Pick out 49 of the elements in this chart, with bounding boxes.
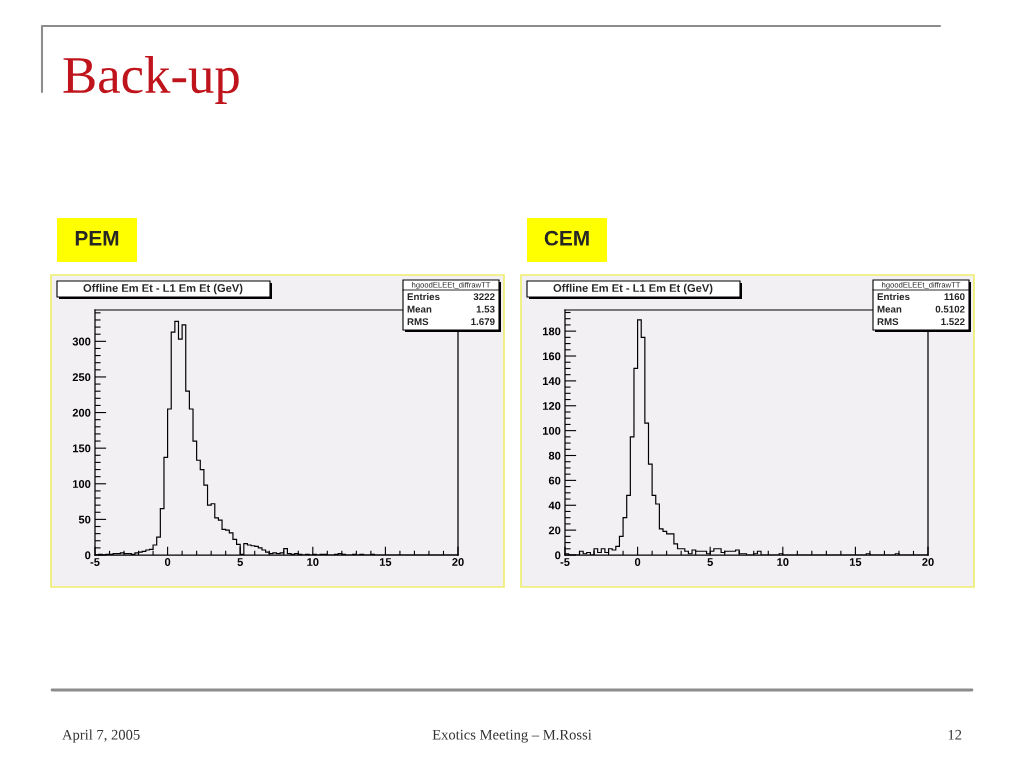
x-tick-label: 0 [164, 558, 171, 566]
x-tick-label: 5 [707, 558, 713, 566]
x-tick-label: 10 [777, 558, 789, 566]
x-tick-label: 5 [237, 558, 243, 566]
chart-subtitle: CEM [544, 230, 589, 246]
x-tick-label: 20 [922, 558, 934, 566]
chart-title: Offline Em Et - L1 Em Et (GeV) [553, 283, 713, 295]
chart-subtitle: PEM [75, 231, 119, 246]
x-tick-label: 20 [452, 558, 464, 566]
text: 1160 [944, 293, 965, 301]
x-tick-label: -5 [90, 558, 100, 566]
y-tick-label: 100 [73, 480, 91, 488]
y-tick-label: 140 [543, 377, 561, 386]
x-tick-label: 10 [307, 558, 319, 566]
text: 0.5102 [935, 305, 965, 313]
y-tick-label: 40 [548, 501, 561, 510]
text: Exotics Meeting – M.Rossi [432, 729, 592, 743]
text: 1.53 [476, 305, 495, 313]
y-tick-label: 300 [72, 337, 91, 346]
y-tick-label: 60 [548, 476, 561, 485]
y-tick-label: 80 [548, 451, 561, 460]
text: 3222 [473, 293, 495, 301]
annotation: RMS [407, 318, 429, 326]
text: 1.679 [471, 318, 495, 326]
x-tick-label: 15 [379, 558, 392, 566]
annotation: RMS [877, 318, 899, 326]
text: April 7, 2005 [62, 729, 140, 743]
x-tick-label: 0 [634, 558, 641, 566]
text: 12 [948, 729, 962, 740]
y-tick-label: 250 [72, 373, 91, 382]
y-tick-label: 160 [543, 352, 561, 361]
y-tick-label: 0 [85, 551, 91, 560]
chart-title: Offline Em Et - L1 Em Et (GeV) [83, 283, 243, 295]
x-tick-label: 15 [849, 558, 862, 566]
y-tick-label: 150 [73, 444, 91, 453]
text: Entries [407, 292, 440, 301]
text: Back-up [63, 56, 239, 104]
annotation: Mean [877, 305, 902, 313]
y-tick-label: 0 [555, 551, 561, 560]
y-tick-label: 180 [543, 327, 561, 336]
annotation: Mean [407, 305, 432, 313]
text: 1.522 [941, 318, 965, 326]
x-tick-label: -5 [560, 558, 570, 566]
y-tick-label: 50 [78, 515, 91, 524]
text: Entries [877, 292, 910, 301]
y-tick-label: 100 [543, 426, 561, 435]
y-tick-label: 20 [548, 526, 561, 535]
y-tick-label: 120 [543, 402, 561, 410]
y-tick-label: 200 [72, 408, 91, 417]
